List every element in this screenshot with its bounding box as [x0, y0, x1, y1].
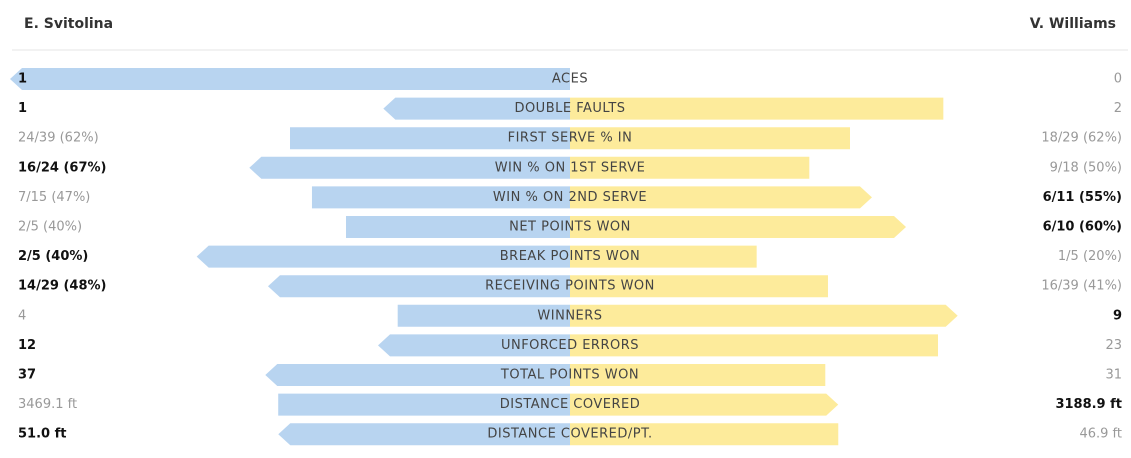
- left-bar: [267, 275, 570, 298]
- right-value: 0: [1114, 72, 1122, 87]
- stat-label: DISTANCE COVERED: [500, 397, 641, 412]
- right-value: 9/18 (50%): [1050, 160, 1122, 175]
- right-value: 6/10 (60%): [1043, 220, 1122, 235]
- right-bar: [570, 304, 958, 327]
- right-bar: [570, 97, 944, 120]
- left-bar: [290, 127, 570, 150]
- left-bar: [10, 68, 570, 90]
- right-value: 31: [1105, 368, 1122, 383]
- right-bar: [570, 245, 757, 268]
- left-bar: [397, 304, 570, 327]
- right-player: V. Williams: [1030, 16, 1116, 32]
- stat-label: TOTAL POINTS WON: [500, 368, 639, 383]
- right-value: 18/29 (62%): [1041, 131, 1122, 146]
- stat-label: UNFORCED ERRORS: [501, 338, 639, 353]
- stat-label: WINNERS: [537, 308, 602, 323]
- right-value: 2: [1114, 101, 1122, 116]
- stat-label: NET POINTS WON: [509, 220, 631, 235]
- left-bar: [265, 364, 570, 386]
- stat-label: ACES: [552, 72, 588, 87]
- right-bar: [570, 127, 850, 150]
- left-value: 7/15 (47%): [18, 190, 90, 205]
- right-value: 6/11 (55%): [1043, 190, 1122, 205]
- right-bar: [570, 334, 938, 357]
- left-bar: [378, 334, 570, 357]
- left-bar: [383, 97, 570, 120]
- stat-label: RECEIVING POINTS WON: [485, 279, 655, 294]
- right-value: 3188.9 ft: [1055, 397, 1122, 412]
- left-value: 4: [18, 308, 26, 323]
- right-value: 9: [1113, 308, 1122, 323]
- left-value: 16/24 (67%): [18, 160, 106, 175]
- stat-label: DISTANCE COVERED/PT.: [487, 427, 652, 442]
- left-value: 14/29 (48%): [18, 279, 106, 294]
- left-bar: [278, 423, 570, 446]
- right-bar: [570, 216, 906, 238]
- stat-label: BREAK POINTS WON: [500, 249, 640, 264]
- left-value: 12: [18, 338, 36, 353]
- right-bar: [570, 156, 810, 179]
- left-value: 24/39 (62%): [18, 131, 99, 146]
- left-player: E. Svitolina: [24, 16, 113, 32]
- right-value: 16/39 (41%): [1041, 279, 1122, 294]
- left-bar: [249, 156, 571, 179]
- left-bar: [196, 245, 570, 268]
- right-bar: [570, 423, 839, 446]
- right-value: 46.9 ft: [1079, 427, 1122, 442]
- right-bar: [570, 364, 826, 386]
- stat-label: DOUBLE FAULTS: [514, 101, 625, 116]
- right-bar: [570, 275, 828, 298]
- left-value: 51.0 ft: [18, 427, 66, 442]
- right-bar: [570, 393, 839, 416]
- stat-label: WIN % ON 2ND SERVE: [493, 190, 647, 205]
- left-value: 3469.1 ft: [18, 397, 77, 412]
- left-value: 1: [18, 101, 27, 116]
- right-bar: [570, 186, 872, 209]
- right-value: 23: [1105, 338, 1122, 353]
- left-bar: [278, 393, 570, 416]
- left-value: 2/5 (40%): [18, 249, 88, 264]
- left-value: 2/5 (40%): [18, 220, 82, 235]
- left-value: 1: [18, 72, 27, 87]
- left-value: 37: [18, 368, 36, 383]
- left-bar: [346, 216, 570, 238]
- stat-label: FIRST SERVE % IN: [508, 131, 633, 146]
- left-bar: [311, 186, 570, 209]
- right-value: 1/5 (20%): [1058, 249, 1122, 264]
- stat-label: WIN % ON 1ST SERVE: [495, 160, 646, 175]
